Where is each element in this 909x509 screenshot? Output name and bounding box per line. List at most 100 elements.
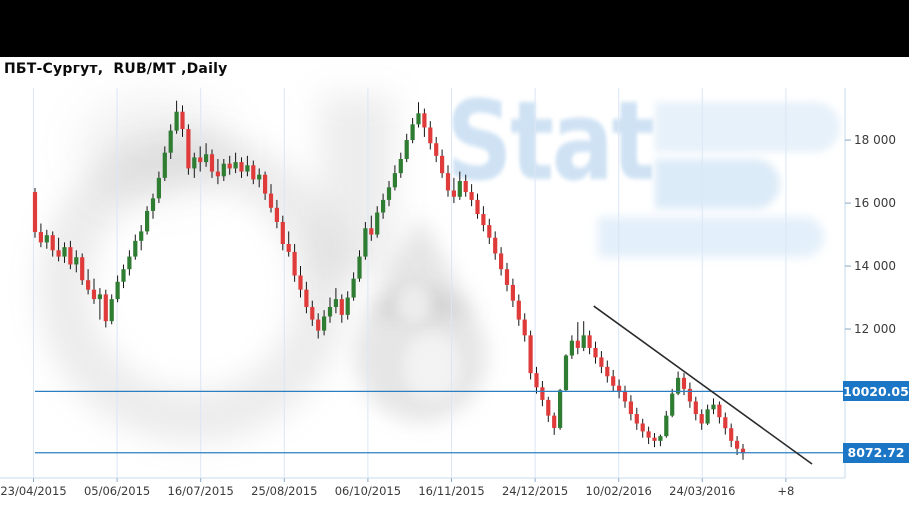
price-tag-lower: 8072.72 [843, 442, 909, 463]
candle-body-down [652, 437, 657, 441]
candle-body-up [115, 281, 120, 300]
candle-body-down [546, 399, 551, 416]
candle-body-down [611, 376, 616, 386]
candle-body-down [268, 193, 274, 208]
candle-body-up [563, 355, 569, 391]
candle-body-up [398, 158, 403, 174]
candle-body-up [392, 173, 397, 188]
candle-body-down [593, 347, 598, 358]
candle-body-down [32, 192, 38, 233]
candle-body-down [587, 335, 592, 348]
candle-body-down [475, 199, 480, 215]
x-axis-label: 25/08/2015 [251, 484, 318, 498]
candle-body-down [227, 163, 232, 169]
candle-body-down [198, 157, 203, 163]
candle-body-down [298, 275, 303, 290]
candle-body-down [599, 357, 604, 367]
candle-body-up [97, 294, 102, 300]
candle-body-down [280, 221, 285, 245]
candle-body-down [493, 237, 498, 254]
candle-body-down [91, 289, 97, 300]
candle-body-down [50, 235, 55, 251]
x-axis-label: 23/04/2015 [0, 484, 67, 498]
candle-body-down [681, 377, 687, 389]
candle-body-up [62, 247, 67, 257]
candle-body-down [693, 401, 698, 415]
candle-body-down [499, 253, 504, 270]
price-tag-upper: 10020.05 [843, 381, 909, 402]
candle-body-down [540, 387, 545, 400]
chart-title: ПБТ-Сургут, RUB/MT ,Daily [4, 61, 228, 77]
x-axis-label: 05/06/2015 [83, 484, 151, 498]
candle-body-down [740, 448, 746, 453]
y-axis-label: 16 000 [854, 196, 896, 211]
candle-body-down [534, 373, 539, 388]
candle-body-down [369, 228, 374, 235]
watermark-smear [80, 98, 230, 198]
candle-body-up [345, 297, 350, 315]
candle-body-down [605, 366, 610, 377]
candle-body-down [304, 289, 309, 307]
x-axis-label: 06/10/2015 [334, 484, 402, 498]
candle-body-down [316, 319, 321, 331]
candle-body-down [575, 340, 580, 348]
watermark-i-body [404, 334, 460, 400]
candle-body-up [145, 210, 150, 232]
candle-body-up [121, 269, 126, 282]
candle-body-up [363, 228, 368, 257]
candle-body-up [670, 393, 675, 416]
candle-body-down [445, 173, 451, 191]
candle-body-down [617, 385, 622, 393]
candle-body-down [428, 127, 433, 144]
candle-body-down [687, 388, 692, 402]
x-axis-label: 16/11/2015 [418, 484, 485, 498]
candle-body-up [156, 177, 161, 199]
candle-body-up [410, 124, 415, 141]
candle-body-up [221, 163, 226, 177]
candle-body-up [581, 335, 586, 348]
candle-body-up [192, 157, 197, 169]
trend-line [593, 305, 813, 465]
candle-body-down [634, 414, 639, 424]
watermark-stat-text: Stat [446, 77, 656, 205]
candle-body-up [705, 409, 710, 424]
candle-body-up [174, 111, 179, 131]
candle-body-down [640, 423, 645, 432]
candle-body-up [664, 415, 669, 437]
candle-body-down [504, 269, 510, 285]
candle-body-down [339, 299, 344, 315]
candle-body-down [481, 214, 486, 226]
candle-body-down [286, 244, 291, 252]
candle-body-down [699, 414, 704, 424]
candle-body-down [516, 300, 521, 320]
candle-body-down [729, 428, 734, 441]
candle-body-up [162, 152, 167, 178]
watermark-bar-1 [655, 102, 840, 152]
candle-body-down [239, 162, 244, 172]
candle-body-down [263, 174, 268, 194]
candle-body-down [528, 335, 533, 374]
candle-body-up [44, 235, 49, 243]
x-axis-label: 10/02/2016 [585, 484, 652, 498]
candle-body-down [310, 306, 315, 320]
candle-body-up [569, 340, 574, 356]
candle-body-down [552, 415, 557, 428]
candle-body-down [510, 284, 515, 301]
candle-body-up [127, 256, 132, 270]
x-axis-label: 24/03/2016 [669, 484, 736, 498]
candle-body-up [457, 181, 462, 197]
watermark-oil-l-stem [320, 95, 395, 275]
candle-body-down [186, 129, 191, 169]
watermark-i-dot [396, 286, 432, 322]
candle-body-down [440, 155, 445, 174]
candle-body-up [711, 404, 716, 410]
candle-body-up [558, 390, 563, 428]
x-axis-label: 24/12/2015 [501, 484, 569, 498]
candle-body-up [381, 199, 386, 213]
candle-body-down [463, 181, 468, 193]
candle-body-down [180, 111, 185, 130]
candle-body-up [139, 231, 144, 241]
candle-body-up [404, 140, 409, 159]
candle-body-down [628, 401, 633, 415]
